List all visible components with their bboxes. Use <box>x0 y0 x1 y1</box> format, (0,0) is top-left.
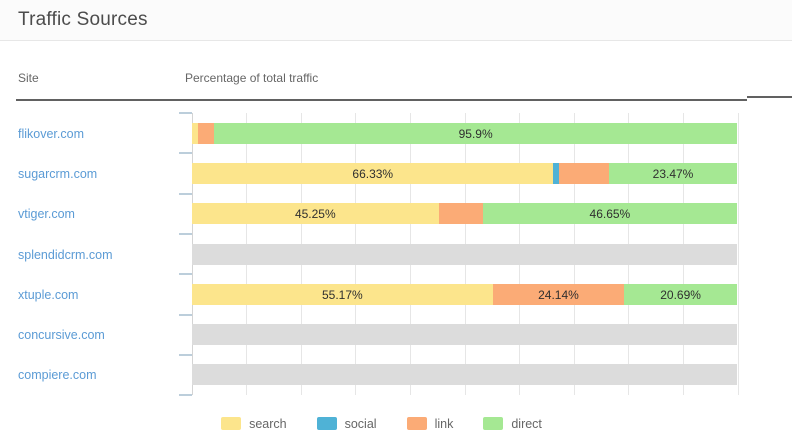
site-link[interactable]: splendidcrm.com <box>18 247 113 262</box>
bar-segment-search[interactable]: 66.33% <box>192 163 554 184</box>
site-link[interactable]: xtuple.com <box>18 287 79 302</box>
column-header-traffic: Percentage of total traffic <box>185 71 319 85</box>
axis-tick <box>179 233 192 235</box>
axis-tick <box>179 273 192 275</box>
axis-tick <box>179 152 192 154</box>
search-swatch-icon <box>221 417 242 430</box>
bar-segment-direct[interactable]: 23.47% <box>609 163 737 184</box>
axis-tick <box>179 394 192 396</box>
header-border-right-segment <box>747 96 792 98</box>
legend-item-search[interactable]: search <box>221 417 287 431</box>
social-swatch-icon <box>316 417 337 430</box>
bar-segment-link[interactable] <box>438 203 483 224</box>
bar-segment-direct[interactable]: 95.9% <box>214 123 737 144</box>
column-header-site: Site <box>18 71 39 85</box>
axis-tick <box>179 314 192 316</box>
gridline <box>738 113 739 395</box>
panel-header: Traffic Sources <box>0 0 792 41</box>
segment-value-label: 24.14% <box>538 287 579 302</box>
chart-row-bar <box>192 244 737 265</box>
axis-tick <box>179 193 192 195</box>
chart-legend: search social link direct <box>16 416 747 431</box>
chart-row-bar: 55.17% 24.14% 20.69% <box>192 284 737 305</box>
legend-label: link <box>434 416 454 431</box>
site-link[interactable]: flikover.com <box>18 126 84 141</box>
bar-segment-no-data[interactable] <box>192 244 737 265</box>
segment-value-label: 66.33% <box>352 166 394 181</box>
bar-segment-link[interactable] <box>559 163 610 184</box>
bar-segment-search[interactable]: 45.25% <box>192 203 439 224</box>
axis-tick <box>179 112 192 114</box>
bar-segment-direct[interactable]: 20.69% <box>624 284 737 305</box>
chart-row-bar <box>192 364 737 385</box>
legend-label: social <box>344 416 377 431</box>
legend-item-social[interactable]: social <box>316 416 377 431</box>
legend-item-link[interactable]: link <box>406 416 454 431</box>
chart-row-bar: 95.9% <box>192 123 737 144</box>
direct-swatch-icon <box>483 417 504 430</box>
site-link[interactable]: compiere.com <box>18 367 97 382</box>
link-swatch-icon <box>406 417 427 430</box>
segment-value-label: 55.17% <box>321 287 363 302</box>
bar-segment-search[interactable]: 55.17% <box>192 284 493 305</box>
header-border <box>16 99 747 101</box>
site-link[interactable]: concursive.com <box>18 327 105 342</box>
page-title: Traffic Sources <box>18 9 148 30</box>
segment-value-label: 95.9% <box>458 126 493 141</box>
site-link[interactable]: sugarcrm.com <box>18 166 98 181</box>
bar-segment-no-data[interactable] <box>192 364 737 385</box>
chart-row-bar: 66.33% 23.47% <box>192 163 737 184</box>
legend-label: direct <box>511 416 542 431</box>
bar-segment-direct[interactable]: 46.65% <box>482 203 737 224</box>
bar-segment-no-data[interactable] <box>192 324 737 345</box>
bar-segment-search[interactable] <box>192 123 198 144</box>
segment-value-label: 23.47% <box>652 166 694 181</box>
segment-value-label: 20.69% <box>660 287 701 302</box>
chart-row-bar: 45.25% 46.65% <box>192 203 737 224</box>
site-link[interactable]: vtiger.com <box>18 206 75 221</box>
legend-label: search <box>249 416 287 431</box>
segment-value-label: 45.25% <box>294 206 336 221</box>
bar-segment-link[interactable] <box>197 123 215 144</box>
bar-segment-link[interactable]: 24.14% <box>492 284 625 305</box>
segment-value-label: 46.65% <box>589 206 631 221</box>
chart-row-bar <box>192 324 737 345</box>
legend-item-direct[interactable]: direct <box>483 417 542 431</box>
axis-tick <box>179 354 192 356</box>
bar-segment-social[interactable] <box>553 163 560 184</box>
